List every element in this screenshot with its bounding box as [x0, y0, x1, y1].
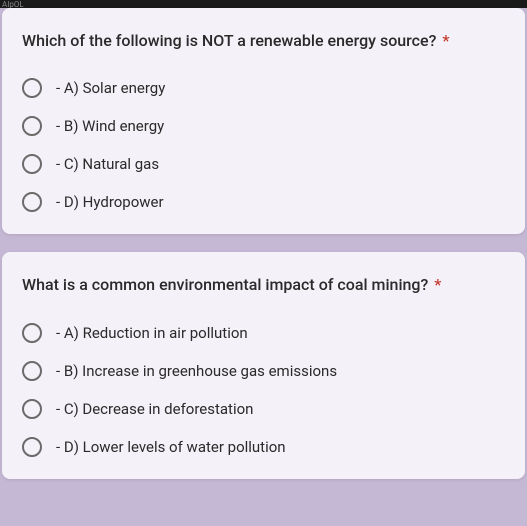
radio-icon[interactable] — [22, 437, 42, 457]
radio-icon[interactable] — [22, 78, 42, 98]
option-label: - B) Increase in greenhouse gas emission… — [56, 362, 337, 380]
option-row[interactable]: - B) Wind energy — [22, 116, 505, 136]
radio-icon[interactable] — [22, 323, 42, 343]
question-card-1: Which of the following is NOT a renewabl… — [2, 8, 525, 234]
radio-icon[interactable] — [22, 154, 42, 174]
option-label: - B) Wind energy — [56, 117, 164, 135]
option-row[interactable]: - C) Decrease in deforestation — [22, 399, 505, 419]
required-indicator: * — [434, 275, 441, 294]
option-row[interactable]: - D) Lower levels of water pollution — [22, 437, 505, 457]
question-prompt: Which of the following is NOT a renewabl… — [22, 30, 505, 52]
question-prompt: What is a common environmental impact of… — [22, 274, 505, 296]
option-row[interactable]: - A) Solar energy — [22, 78, 505, 98]
option-row[interactable]: - A) Reduction in air pollution — [22, 323, 505, 343]
option-row[interactable]: - C) Natural gas — [22, 154, 505, 174]
radio-icon[interactable] — [22, 116, 42, 136]
option-label: - A) Solar energy — [56, 79, 165, 97]
radio-icon[interactable] — [22, 399, 42, 419]
option-label: - D) Hydropower — [56, 193, 164, 211]
question-card-2: What is a common environmental impact of… — [2, 252, 525, 478]
option-label: - A) Reduction in air pollution — [56, 324, 248, 342]
tab-fragment: AIpOL — [2, 0, 24, 8]
option-label: - C) Natural gas — [56, 155, 159, 173]
question-text-2: What is a common environmental impact of… — [22, 275, 428, 294]
question-text-1: Which of the following is NOT a renewabl… — [22, 31, 436, 50]
browser-top-bar: AIpOL — [0, 0, 527, 8]
radio-icon[interactable] — [22, 361, 42, 381]
option-row[interactable]: - D) Hydropower — [22, 192, 505, 212]
option-label: - C) Decrease in deforestation — [56, 400, 253, 418]
radio-icon[interactable] — [22, 192, 42, 212]
required-indicator: * — [442, 31, 449, 50]
option-row[interactable]: - B) Increase in greenhouse gas emission… — [22, 361, 505, 381]
option-label: - D) Lower levels of water pollution — [56, 438, 286, 456]
